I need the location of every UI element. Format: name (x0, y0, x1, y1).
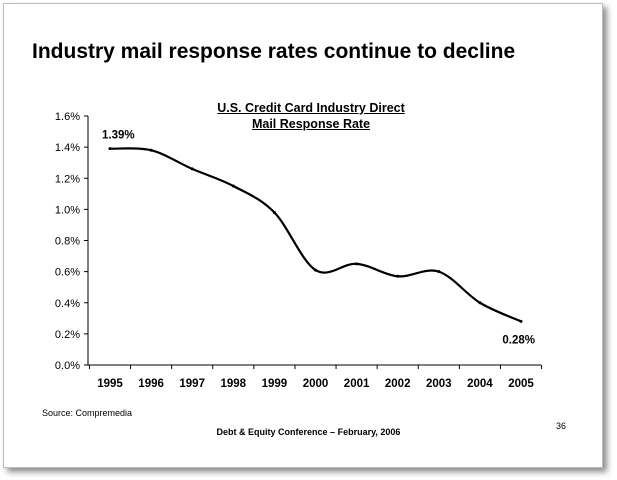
y-tick-label: 0.4% (55, 298, 80, 310)
x-tick-label: 1995 (97, 378, 123, 390)
data-point-1998 (231, 184, 235, 188)
data-point-2000 (314, 268, 317, 272)
slide-title: Industry mail response rates continue to… (32, 40, 516, 63)
y-tick-label: 1.2% (55, 173, 80, 185)
y-tick-label: 0.6% (55, 267, 80, 279)
source-note: Source: Compremedia (42, 408, 133, 418)
data-point-2005 (519, 319, 523, 323)
x-tick-label: 1998 (221, 378, 247, 390)
data-point-1999 (272, 210, 276, 214)
data-label-1995: 1.39% (102, 130, 135, 142)
series-line (109, 147, 522, 323)
chart-title: U.S. Credit Card Industry Direct Mail Re… (196, 100, 426, 132)
data-point-2004 (478, 301, 482, 305)
data-point-2001 (355, 262, 359, 266)
x-tick-label: 2004 (467, 378, 493, 390)
x-tick-label: 2003 (426, 378, 452, 390)
slide (3, 3, 603, 468)
page-number: 36 (556, 421, 567, 431)
x-tick-label: 2001 (344, 378, 370, 390)
x-tick-label: 1999 (262, 378, 288, 390)
data-point-2002 (396, 274, 400, 278)
footer-text: Debt & Equity Conference – February, 200… (216, 427, 401, 437)
chart-title-line-2: Mail Response Rate (251, 117, 371, 131)
data-point-2003 (437, 270, 441, 274)
x-tick-label: 1996 (138, 378, 164, 390)
y-tick-label: 0.8% (55, 236, 80, 248)
data-label-2005: 0.28% (502, 334, 535, 346)
x-tick-label: 2000 (303, 378, 329, 390)
y-tick-label: 1.4% (55, 142, 80, 154)
y-tick-label: 1.0% (55, 204, 80, 216)
chart-title-line-1: U.S. Credit Card Industry Direct (217, 101, 405, 115)
x-tick-label: 2002 (385, 378, 411, 390)
x-tick-label: 2005 (508, 378, 534, 390)
y-tick-label: 1.6% (55, 111, 80, 123)
data-point-1997 (190, 167, 194, 171)
y-tick-label: 0.2% (55, 329, 80, 341)
data-point-1996 (149, 148, 153, 152)
y-tick-label: 0.0% (55, 360, 80, 372)
data-point-1995 (108, 147, 112, 151)
x-tick-label: 1997 (179, 378, 205, 390)
